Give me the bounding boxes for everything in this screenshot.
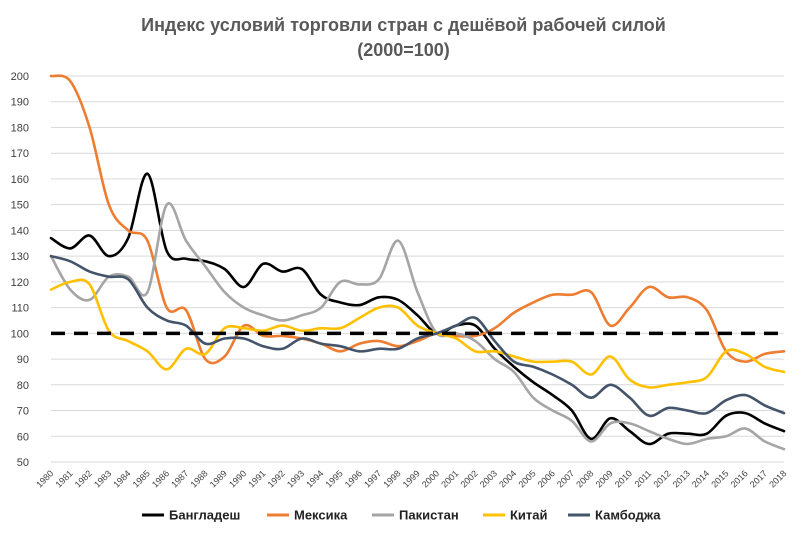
y-tick-label: 180 [11,122,29,134]
y-tick-label: 50 [17,457,29,469]
y-tick-label: 130 [11,251,29,263]
x-tick-label: 2002 [459,468,480,489]
x-tick-label: 1984 [111,468,132,489]
x-tick-label: 2011 [633,468,654,489]
x-tick-label: 1998 [381,468,402,489]
x-tick-label: 1985 [131,468,152,489]
chart-subtitle: (2000=100) [357,40,450,60]
series-line-2 [49,74,786,365]
x-tick-label: 2006 [536,468,557,489]
x-tick-label: 2014 [690,468,711,489]
legend-label: Мексика [294,508,348,523]
legend-label: Камбоджа [595,508,661,523]
y-tick-label: 110 [11,303,29,315]
x-tick-label: 1996 [343,468,364,489]
series-line-3 [49,202,786,451]
x-tick-label: 2018 [767,468,788,489]
x-tick-label: 2016 [729,468,750,489]
x-tick-label: 1986 [150,468,171,489]
legend-label: Бангладеш [169,508,240,523]
x-tick-label: 1991 [246,468,267,489]
y-tick-label: 90 [17,354,29,366]
x-tick-label: 2000 [420,468,441,489]
x-tick-label: 1981 [53,468,74,489]
x-tick-label: 1980 [34,468,55,489]
x-tick-label: 2009 [594,468,615,489]
x-tick-label: 1994 [304,468,325,489]
x-tick-label: 2015 [709,468,730,489]
x-tick-label: 1999 [401,468,422,489]
legend-label: Пакистан [399,508,459,523]
x-tick-label: 1993 [285,468,306,489]
x-tick-label: 2004 [497,468,518,489]
x-tick-label: 1990 [227,468,248,489]
x-tick-label: 2017 [748,468,769,489]
x-tick-label: 2010 [613,468,634,489]
x-tick-label: 1995 [324,468,345,489]
y-tick-label: 170 [11,148,29,160]
x-tick-label: 2003 [478,468,499,489]
x-axis: 1980198119821983198419851986198719881989… [34,468,788,489]
y-tick-label: 70 [17,406,29,418]
chart-title: Индекс условий торговли стран с дешёвой … [141,15,666,35]
y-tick-label: 140 [11,225,29,237]
y-tick-label: 100 [11,328,29,340]
x-tick-label: 1989 [208,468,229,489]
y-tick-label: 160 [11,174,29,186]
x-tick-label: 1992 [266,468,287,489]
x-tick-label: 1982 [73,468,94,489]
x-tick-label: 1997 [362,468,383,489]
x-tick-label: 2008 [574,468,595,489]
series-layer [49,74,786,451]
y-tick-label: 190 [11,97,29,109]
x-tick-label: 2005 [516,468,537,489]
y-tick-label: 120 [11,277,29,289]
legend-label: Китай [510,508,548,523]
x-tick-label: 2007 [555,468,576,489]
y-axis: 50 60 70 80 90 100 110 120 130 140 150 160 170 180 190… [11,71,29,469]
gridlines [51,75,784,463]
series-line-5 [49,254,786,418]
series-line-4 [49,278,786,389]
legend: Бангладеш Мексика Пакистан Китай Камбоджа [142,508,661,523]
x-tick-label: 2012 [651,468,672,489]
y-tick-label: 60 [17,431,29,443]
y-tick-label: 150 [11,200,29,212]
x-tick-label: 2013 [671,468,692,489]
series-line-1 [49,172,786,446]
x-tick-label: 1988 [188,468,209,489]
y-tick-label: 80 [17,380,29,392]
y-tick-label: 200 [11,71,29,83]
x-tick-label: 1983 [92,468,113,489]
x-tick-label: 1987 [169,468,190,489]
x-tick-label: 2001 [439,468,460,489]
